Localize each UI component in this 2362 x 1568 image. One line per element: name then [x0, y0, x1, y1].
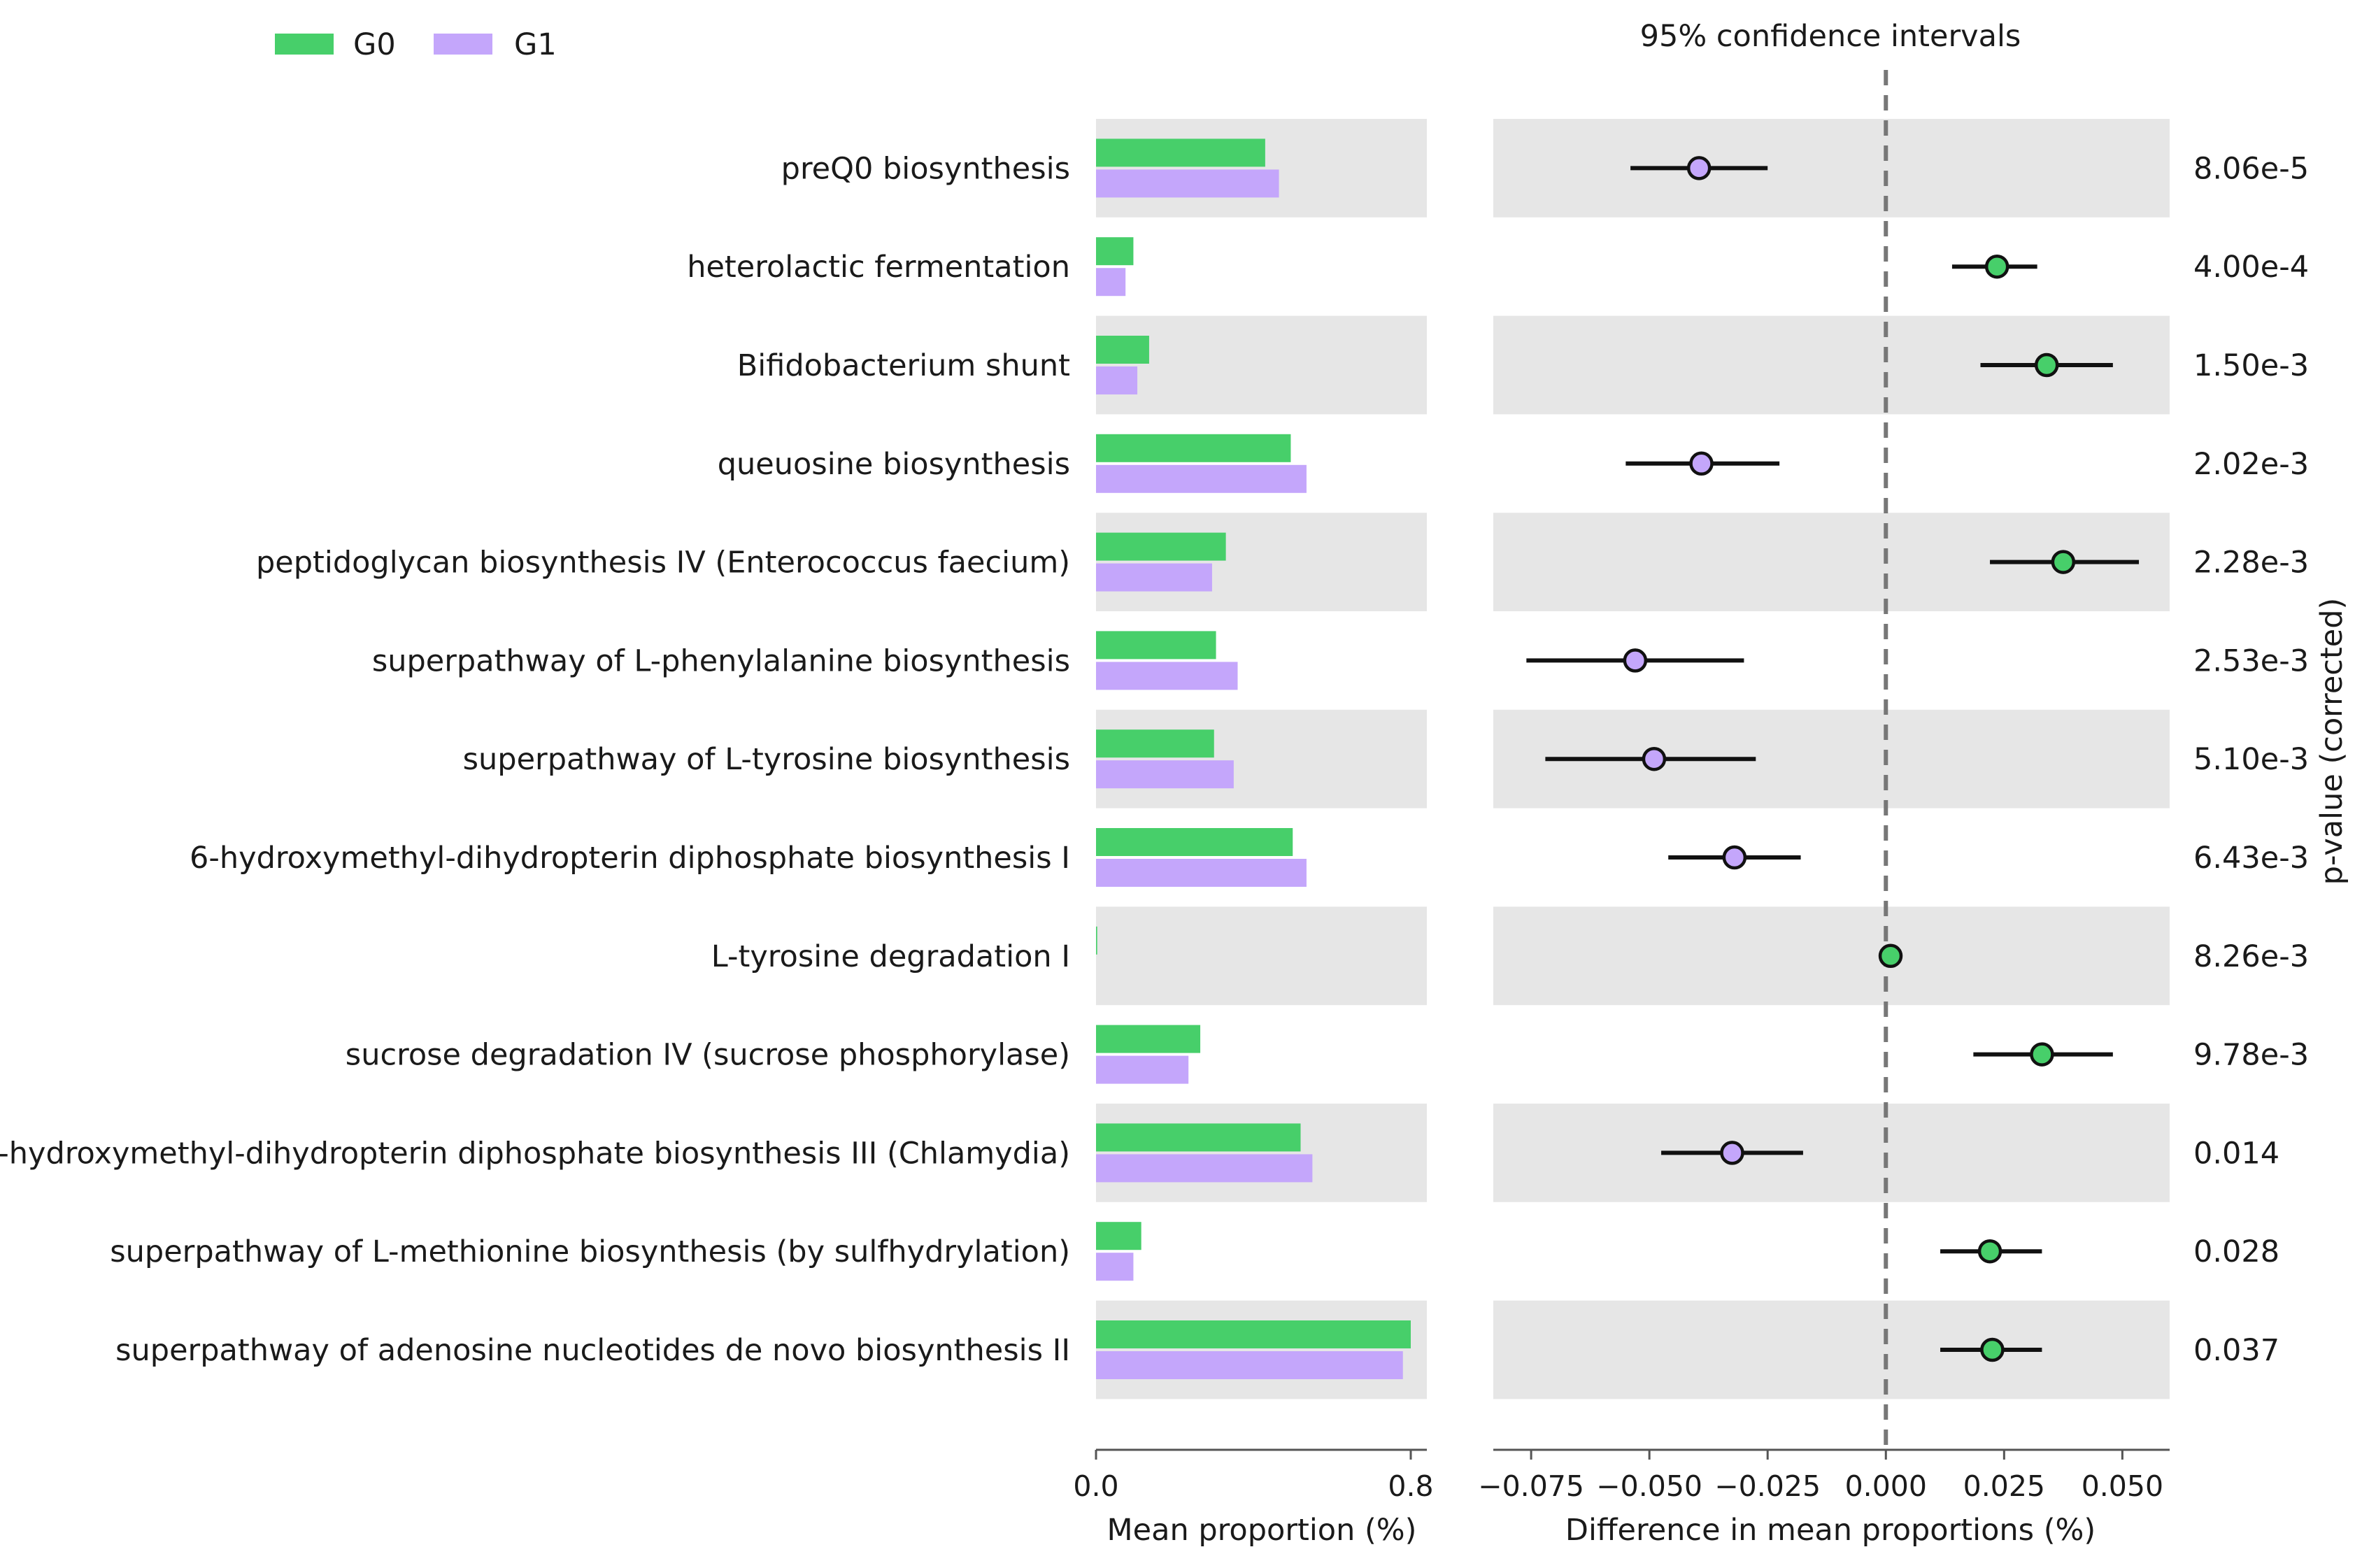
legend-swatch-g0 [275, 34, 334, 55]
pathway-label: superpathway of L-methionine biosynthesi… [110, 1234, 1070, 1269]
ci-point [1722, 845, 1747, 870]
p-value: 2.02e-3 [2193, 447, 2309, 482]
pathway-label: superpathway of L-tyrosine biosynthesis [463, 742, 1070, 777]
p-value: 8.06e-5 [2193, 151, 2309, 186]
p-value-axis-label: p-value (corrected) [2314, 598, 2349, 885]
ci-point [1642, 746, 1667, 771]
row-band-right [1493, 119, 2170, 218]
p-value-labels: 8.06e-5 4.00e-4 1.50e-3 2.02e-3 2.28e-3 2.53e… [2193, 151, 2309, 1368]
axes: 0.0 0.8 −0.075 −0.050 −0.025 0.000 0.025 0.050 [1073, 1448, 2170, 1503]
bar-g0 [1096, 828, 1293, 856]
ci-point [1720, 1141, 1744, 1165]
ci-point [1984, 254, 2009, 279]
ci-point [1623, 648, 1648, 673]
bar-g0 [1096, 237, 1134, 266]
ci-point [1686, 156, 1712, 180]
bar-g0 [1096, 631, 1216, 660]
confidence-interval-markers [1526, 156, 2140, 1362]
bar-x-tick-label: 0.8 [1388, 1469, 1433, 1503]
bar-g0 [1096, 434, 1291, 462]
difference-x-tick-label: 0.050 [2082, 1469, 2163, 1503]
row-band-left [1096, 1104, 1427, 1202]
difference-x-tick-label: −0.050 [1596, 1469, 1702, 1503]
pathway-label: superpathway of adenosine nucleotides de… [115, 1333, 1070, 1368]
bar-g0 [1096, 1025, 1201, 1053]
p-value: 0.037 [2193, 1333, 2279, 1368]
difference-axis-label: Difference in mean proportions (%) [1565, 1513, 2096, 1548]
p-value: 5.10e-3 [2193, 742, 2309, 777]
pathway-label: L-tyrosine degradation I [711, 939, 1070, 974]
row-band-right [1493, 906, 2170, 1006]
ci-point [1977, 1239, 2002, 1264]
p-value: 4.00e-4 [2193, 250, 2309, 285]
bar-g1 [1096, 662, 1238, 690]
row-band-left [1096, 513, 1427, 611]
bar-g1 [1096, 1154, 1313, 1183]
pathway-labels: preQ0 biosynthesis heterolactic fermentat… [0, 151, 1070, 1368]
row-band-right [1493, 1104, 2170, 1202]
pathway-label: preQ0 biosynthesis [781, 151, 1070, 186]
row-band-left [1096, 709, 1427, 808]
row-band-left [1096, 1300, 1427, 1399]
bar-g1 [1096, 1351, 1403, 1379]
p-value: 8.26e-3 [2193, 939, 2309, 974]
bar-axis-label: Mean proportion (%) [1107, 1513, 1417, 1548]
pathway-label: Bifidobacterium shunt [737, 348, 1070, 383]
bar-g0 [1096, 1320, 1411, 1348]
difference-x-tick-label: 0.000 [1845, 1469, 1927, 1503]
p-value: 0.028 [2193, 1234, 2279, 1269]
p-value: 2.53e-3 [2193, 643, 2309, 678]
p-value: 1.50e-3 [2193, 348, 2309, 383]
pathway-label: heterolactic fermentation [687, 250, 1070, 285]
bar-g0 [1096, 1123, 1301, 1152]
pathway-label: 6-hydroxymethyl-dihydropterin diphosphat… [190, 841, 1070, 876]
bar-g1 [1096, 268, 1126, 297]
ci-point [1878, 943, 1903, 969]
difference-x-tick-label: −0.025 [1714, 1469, 1821, 1503]
bar-g1 [1096, 1055, 1189, 1084]
p-value: 2.28e-3 [2193, 546, 2309, 580]
p-value: 6.43e-3 [2193, 841, 2309, 876]
difference-x-tick-label: 0.025 [1963, 1469, 2045, 1503]
ci-point [1980, 1337, 2005, 1362]
legend-label-g1: G1 [514, 27, 557, 62]
bar-g0 [1096, 532, 1226, 561]
ci-point [2034, 352, 2059, 378]
bar-g1 [1096, 169, 1279, 198]
bar-g1 [1096, 563, 1212, 592]
bar-g1 [1096, 859, 1307, 887]
pathway-label: sucrose degradation IV (sucrose phosphor… [346, 1038, 1070, 1073]
pathway-label: peptidoglycan biosynthesis IV (Enterococ… [256, 546, 1070, 580]
bar-x-tick-label: 0.0 [1073, 1469, 1118, 1503]
mean-proportion-bars [1096, 138, 1411, 1379]
row-band-left [1096, 315, 1427, 415]
p-value: 9.78e-3 [2193, 1038, 2309, 1073]
row-band-left [1096, 119, 1427, 218]
row-band-right [1493, 1300, 2170, 1399]
bar-g0 [1096, 138, 1265, 167]
bar-g1 [1096, 1253, 1134, 1281]
difference-x-tick-label: −0.075 [1478, 1469, 1584, 1503]
bar-g1 [1096, 464, 1307, 493]
legend-swatch-g1 [434, 34, 492, 55]
bar-g0 [1096, 336, 1149, 364]
bar-g0 [1096, 926, 1097, 955]
chart-title: 95% confidence intervals [1640, 19, 2021, 54]
p-value: 0.014 [2193, 1136, 2279, 1171]
bar-g1 [1096, 366, 1138, 394]
bar-g0 [1096, 1222, 1141, 1250]
pathway-label: superpathway of L-phenylalanine biosynth… [372, 643, 1070, 678]
bar-g1 [1096, 760, 1234, 789]
bar-g0 [1096, 729, 1214, 758]
pathway-label: queuosine biosynthesis [718, 447, 1070, 482]
ci-point [1689, 451, 1714, 476]
legend-label-g0: G0 [353, 27, 396, 62]
legend: G0 G1 [275, 27, 557, 62]
pathway-label: 6-hydroxymethyl-dihydropterin diphosphat… [0, 1136, 1070, 1171]
ci-point [2051, 550, 2076, 574]
row-band-left [1096, 906, 1427, 1006]
ci-point [2030, 1042, 2054, 1067]
